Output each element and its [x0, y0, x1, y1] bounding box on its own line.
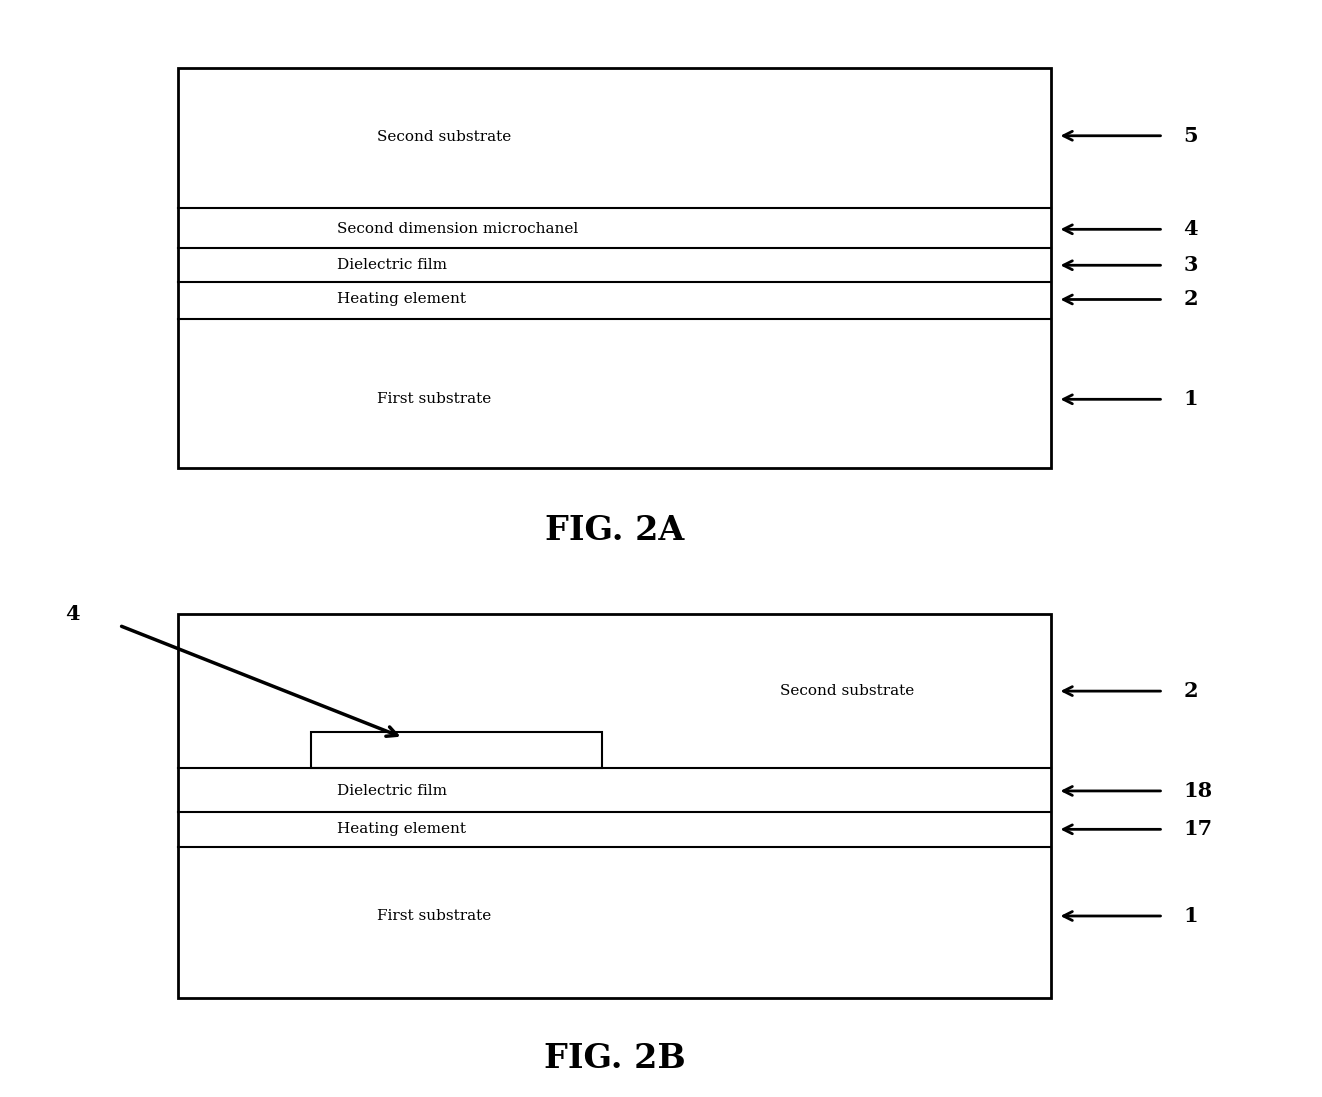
Text: Second dimension microchanel: Second dimension microchanel: [337, 223, 578, 236]
Text: Second substrate: Second substrate: [780, 685, 915, 698]
Text: 5: 5: [1183, 126, 1198, 146]
Text: 2: 2: [1183, 290, 1198, 309]
Text: Heating element: Heating element: [337, 293, 467, 306]
Text: First substrate: First substrate: [377, 393, 490, 406]
Text: Dielectric film: Dielectric film: [337, 784, 447, 798]
Text: 3: 3: [1183, 256, 1198, 275]
Bar: [311, 733, 602, 768]
Text: 18: 18: [1183, 781, 1212, 801]
Text: 2: 2: [1183, 681, 1198, 701]
Text: FIG. 2A: FIG. 2A: [545, 514, 685, 547]
Text: Heating element: Heating element: [337, 823, 467, 836]
Text: 4: 4: [65, 604, 81, 624]
Bar: [178, 68, 1051, 467]
Text: First substrate: First substrate: [377, 909, 490, 923]
Bar: [178, 614, 1051, 998]
Text: 4: 4: [1183, 219, 1198, 239]
Text: 1: 1: [1183, 389, 1198, 409]
Text: FIG. 2B: FIG. 2B: [543, 1042, 686, 1075]
Text: Second substrate: Second substrate: [377, 129, 512, 144]
Text: 17: 17: [1183, 819, 1212, 839]
Text: 1: 1: [1183, 906, 1198, 926]
Text: Dielectric film: Dielectric film: [337, 258, 447, 272]
